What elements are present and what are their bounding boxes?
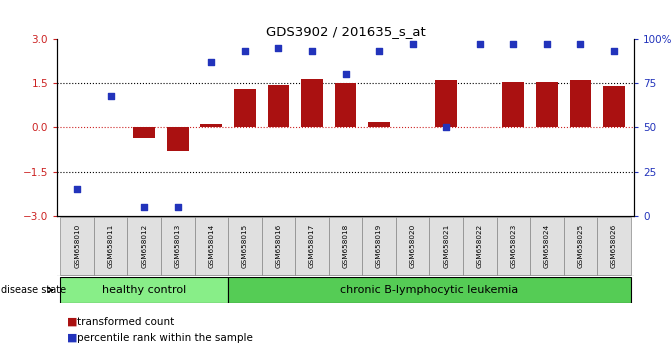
Text: GSM658013: GSM658013	[175, 224, 180, 268]
Bar	[134, 127, 155, 138]
Bar	[268, 85, 289, 127]
Bar	[597, 217, 631, 275]
Bar	[570, 80, 591, 127]
Point	[172, 204, 183, 210]
Bar	[201, 125, 222, 127]
Bar	[497, 217, 530, 275]
Point	[307, 48, 317, 54]
Bar	[195, 217, 228, 275]
Bar	[335, 83, 356, 127]
Bar	[362, 217, 396, 275]
Text: disease state: disease state	[1, 285, 66, 295]
Point	[374, 48, 384, 54]
Bar	[167, 127, 189, 151]
Text: transformed count: transformed count	[77, 317, 174, 327]
Bar	[429, 217, 463, 275]
Bar	[161, 217, 195, 275]
Text: GSM658021: GSM658021	[444, 224, 449, 268]
Bar	[396, 217, 429, 275]
Point	[240, 48, 250, 54]
Text: GSM658016: GSM658016	[276, 224, 281, 268]
Text: GSM658014: GSM658014	[209, 224, 214, 268]
Bar	[435, 80, 457, 127]
Point	[441, 125, 452, 130]
Bar	[60, 217, 94, 275]
Point	[72, 187, 83, 192]
Text: chronic B-lymphocytic leukemia: chronic B-lymphocytic leukemia	[340, 285, 519, 295]
Bar	[301, 79, 323, 127]
Text: GSM658011: GSM658011	[108, 224, 113, 268]
Text: percentile rank within the sample: percentile rank within the sample	[77, 333, 253, 343]
Point	[541, 41, 552, 47]
Point	[407, 41, 418, 47]
Bar	[228, 277, 631, 303]
Bar	[228, 217, 262, 275]
Bar	[536, 82, 558, 127]
Text: GSM658026: GSM658026	[611, 224, 617, 268]
Text: ■: ■	[67, 317, 78, 327]
Point	[340, 72, 351, 77]
Text: ■: ■	[67, 333, 78, 343]
Point	[139, 204, 150, 210]
Text: GSM658015: GSM658015	[242, 224, 248, 268]
Bar	[60, 277, 228, 303]
Point	[609, 48, 619, 54]
Bar	[603, 86, 625, 127]
Text: GSM658019: GSM658019	[376, 224, 382, 268]
Bar	[463, 217, 497, 275]
Text: GSM658020: GSM658020	[410, 224, 415, 268]
Text: GSM658023: GSM658023	[511, 224, 516, 268]
Text: GSM658024: GSM658024	[544, 224, 550, 268]
Bar	[234, 89, 256, 127]
Text: GSM658018: GSM658018	[343, 224, 348, 268]
Bar	[295, 217, 329, 275]
Point	[575, 41, 586, 47]
Point	[508, 41, 519, 47]
Text: GSM658012: GSM658012	[142, 224, 147, 268]
Text: GSM658022: GSM658022	[477, 224, 482, 268]
Text: GSM658010: GSM658010	[74, 224, 80, 268]
Bar	[127, 217, 161, 275]
Text: GSM658025: GSM658025	[578, 224, 583, 268]
Bar	[368, 121, 390, 127]
Bar	[564, 217, 597, 275]
Text: GSM658017: GSM658017	[309, 224, 315, 268]
Point	[105, 93, 116, 98]
Point	[206, 59, 217, 65]
Bar	[329, 217, 362, 275]
Point	[273, 45, 284, 51]
Bar	[503, 82, 524, 127]
Bar	[530, 217, 564, 275]
Text: healthy control: healthy control	[102, 285, 187, 295]
Bar	[262, 217, 295, 275]
Bar	[94, 217, 127, 275]
Point	[474, 41, 485, 47]
Title: GDS3902 / 201635_s_at: GDS3902 / 201635_s_at	[266, 25, 425, 38]
